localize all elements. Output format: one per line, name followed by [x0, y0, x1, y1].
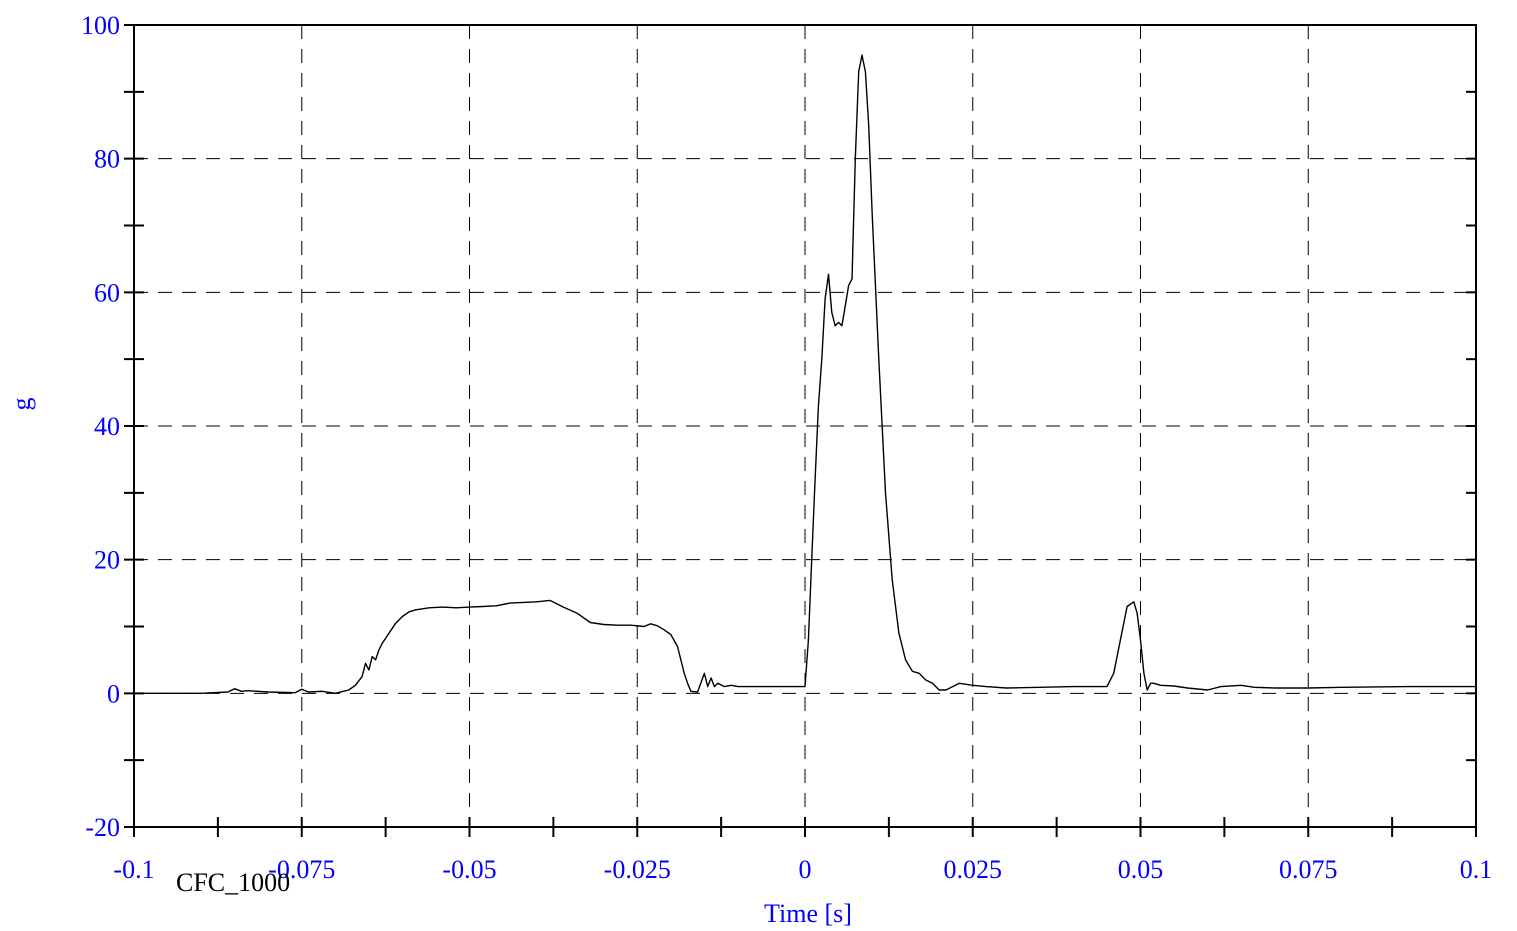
y-tick-label: 100: [81, 11, 120, 40]
y-tick-label: 40: [94, 412, 120, 441]
x-tick-label: -0.05: [442, 855, 496, 884]
filter-class-annotation: CFC_1000: [176, 868, 290, 897]
y-tick-labels: -20 0 20 40 60 80 100: [81, 11, 120, 842]
x-tick-label: 0.075: [1279, 855, 1338, 884]
x-tick-label: -0.025: [604, 855, 671, 884]
x-tick-label: 0.025: [944, 855, 1003, 884]
y-tick-label: 80: [94, 145, 120, 174]
y-tick-label: -20: [85, 813, 120, 842]
series-line: [134, 54, 1476, 694]
minor-ticks: [124, 24, 1477, 837]
x-tick-label: -0.1: [113, 855, 154, 884]
plot-frame: [133, 24, 1477, 828]
y-tick-label: 60: [94, 278, 120, 307]
x-axis-label: Time [s]: [764, 899, 852, 928]
x-tick-label: 0.1: [1460, 855, 1493, 884]
x-tick-labels: -0.1 -0.075 -0.05 -0.025 0 0.025 0.05 0.075 0.1: [113, 855, 1492, 884]
y-axis-label: g: [7, 398, 36, 411]
x-tick-label: 0.05: [1118, 855, 1164, 884]
y-tick-label: 0: [107, 679, 120, 708]
y-tick-label: 20: [94, 546, 120, 575]
x-tick-label: -0.075: [268, 855, 335, 884]
grid-lines: [134, 25, 1476, 827]
x-tick-label: 0: [799, 855, 812, 884]
